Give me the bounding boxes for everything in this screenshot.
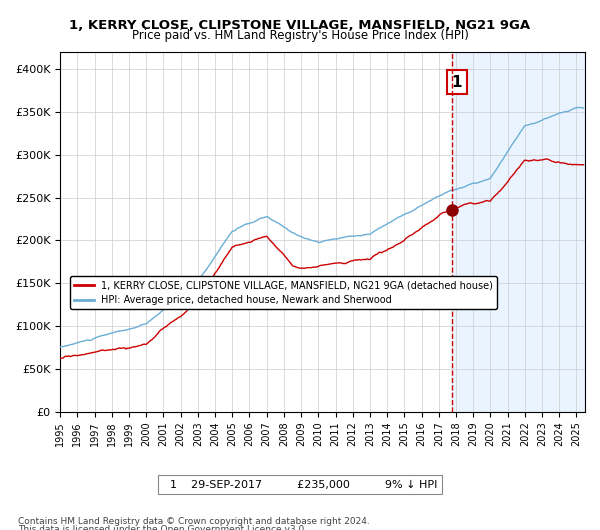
Text: Price paid vs. HM Land Registry's House Price Index (HPI): Price paid vs. HM Land Registry's House …: [131, 29, 469, 42]
Legend: 1, KERRY CLOSE, CLIPSTONE VILLAGE, MANSFIELD, NG21 9GA (detached house), HPI: Av: 1, KERRY CLOSE, CLIPSTONE VILLAGE, MANSF…: [70, 276, 497, 309]
Bar: [452, 52, 585, 411]
Text: 1, KERRY CLOSE, CLIPSTONE VILLAGE, MANSFIELD, NG21 9GA: 1, KERRY CLOSE, CLIPSTONE VILLAGE, MANSF…: [70, 19, 530, 32]
Text: This data is licensed under the Open Government Licence v3.0.: This data is licensed under the Open Gov…: [18, 525, 307, 530]
Text: Contains HM Land Registry data © Crown copyright and database right 2024.: Contains HM Land Registry data © Crown c…: [18, 517, 370, 526]
Text: 1    29-SEP-2017          £235,000          9% ↓ HPI: 1 29-SEP-2017 £235,000 9% ↓ HPI: [163, 480, 437, 490]
Text: 1: 1: [452, 75, 462, 90]
